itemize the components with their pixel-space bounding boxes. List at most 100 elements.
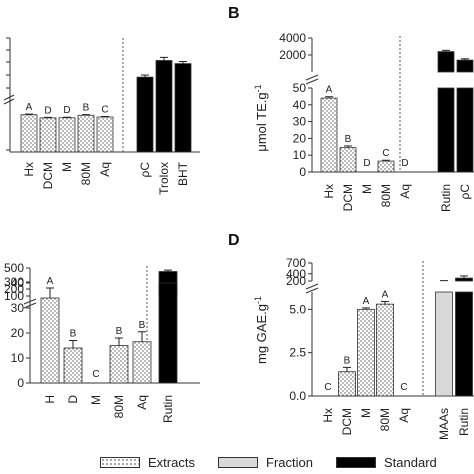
- panel-a-bar-Aq: [96, 116, 114, 153]
- panel-a-bar-Trolox: [155, 60, 173, 153]
- panel-a-x-label: ρC: [138, 162, 152, 178]
- panel-d-y-tick-label: 700: [286, 256, 306, 270]
- panel-b-y-tick-label: 50: [293, 81, 307, 95]
- panel-a-axis-break: [3, 94, 15, 105]
- y-label-superscript: -1: [253, 296, 263, 304]
- legend-label-standard: Standard: [384, 454, 437, 470]
- panel-letter-b: B: [228, 5, 240, 22]
- panel-c-y-tick-label: 100: [4, 289, 24, 303]
- panel-c-sig-letter: B: [70, 329, 77, 340]
- panel-b-x-label: 80M: [379, 184, 393, 207]
- panel-d-sig-letter: B: [344, 355, 351, 366]
- panel-a-x-label: Hx: [22, 162, 36, 177]
- panel-c-x-label: 80M: [112, 395, 126, 418]
- panel-b-y-tick-label: 0: [299, 165, 306, 179]
- panel-a-x-label: 80M: [79, 162, 93, 185]
- panel-a-sig-letter: C: [101, 105, 108, 116]
- legend-swatch-fraction: [218, 456, 258, 468]
- panel-c-axis-break: [23, 298, 37, 309]
- legend-label-fraction: Fraction: [266, 454, 313, 470]
- panel-c-sig-letter: A: [47, 276, 54, 287]
- panel-c-bar-80M: [109, 345, 129, 384]
- panel-d-y-label: mg GAE.g-1: [253, 296, 269, 364]
- panel-b-x-label: DCM: [341, 184, 355, 211]
- panel-d-bar-80M: [376, 303, 394, 397]
- panel-d-sig-letter: A: [363, 296, 370, 307]
- panel-c-y-tick-label: 0: [17, 376, 24, 390]
- panel-b-bar-DCM: [339, 147, 357, 173]
- panel-a-bar-Hx: [20, 114, 38, 153]
- panel-a-sig-letter: D: [63, 105, 70, 116]
- panel-letter-d: D: [228, 232, 240, 249]
- panel-b-bar-Hx: [320, 97, 338, 173]
- panel-a-x-label: Aq: [98, 162, 112, 177]
- panel-c-y-tick-label: 30: [11, 301, 25, 315]
- panel-b-sig-letter: C: [382, 148, 389, 159]
- panel-b-bar-ρC-upper: [456, 59, 474, 73]
- panel-d-y-tick-label: 0.0: [289, 389, 306, 403]
- panel-c-y-tick-label: 500: [4, 261, 24, 275]
- panel-b-x-label: Aq: [398, 184, 412, 199]
- panel-b-y-tick-label: 10: [293, 148, 307, 162]
- panel-b-bar-80M: [377, 160, 395, 173]
- panel-a-sig-letter: D: [44, 105, 51, 116]
- panel-a-bar-80M: [77, 114, 95, 153]
- panel-d-x-label: Hx: [321, 408, 335, 423]
- panel-c-y-tick-label: 20: [11, 326, 25, 340]
- panel-c-x-label: H: [43, 395, 57, 404]
- panel-b-y-tick-label: 40: [293, 98, 307, 112]
- panel-b: 50 40 30 20 10 0 4000 2000 A Hx B DCM D M C 80M D Aq Rutin…: [253, 31, 474, 212]
- panel-a-x-label: BHT: [176, 161, 190, 186]
- panel-b-bar-ρC-lower: [456, 87, 474, 173]
- panel-b-bar-Rutin-lower: [437, 87, 455, 173]
- panel-a-sig-letter: B: [83, 103, 90, 114]
- panel-a-x-label: DCM: [41, 162, 55, 189]
- panel-c-x-label: M: [89, 395, 103, 405]
- panel-b-sig-letter: A: [326, 85, 333, 96]
- panel-c-x-label: Rutin: [161, 395, 175, 423]
- panel-c-sig-letter: B: [139, 320, 146, 331]
- panel-a-x-label: Trolox: [157, 162, 171, 195]
- panel-d-bar-M: [357, 308, 375, 397]
- panel-d-x-label: DCM: [340, 408, 354, 435]
- panel-d-x-label: Aq: [397, 408, 411, 423]
- panel-a-x-label: M: [60, 162, 74, 172]
- legend-item-standard: Standard: [336, 454, 437, 470]
- legend-item-extracts: Extracts: [100, 455, 195, 470]
- panel-d-sig-letter: C: [400, 382, 407, 393]
- panel-d-bar-MAAs-lower: [435, 291, 453, 397]
- legend-swatch-standard: [336, 456, 376, 468]
- panel-d-y-tick-label: 200: [286, 274, 306, 288]
- panel-d-bar-DCM: [338, 371, 356, 397]
- panel-c-bar-H: [40, 297, 60, 384]
- panel-c-sig-letter: B: [116, 326, 123, 337]
- legend-item-fraction: Fraction: [218, 454, 313, 470]
- panel-b-y-tick-label: 2000: [279, 48, 306, 62]
- panel-b-x-label: M: [360, 184, 374, 194]
- panel-d-y-tick-label: 400: [286, 267, 306, 281]
- panel-d-y-tick-label: 5.0: [289, 302, 306, 316]
- panel-b-y-tick-label: 30: [293, 115, 307, 129]
- legend: Extracts Fraction Standard: [0, 452, 474, 472]
- panel-c-x-label: Aq: [135, 395, 149, 410]
- panel-d-x-label: MAAs: [437, 408, 451, 440]
- panel-d-y-tick-label: 2.5: [289, 346, 306, 360]
- panel-b-y-label: μmol TE.g-1: [253, 84, 269, 151]
- panel-b-y-tick-label: 20: [293, 131, 307, 145]
- panel-d-bar-Rutin-lower: [455, 291, 473, 397]
- panel-c-y-tick-label: 40: [11, 276, 25, 290]
- panel-a-sig-letter: A: [26, 102, 33, 113]
- panel-c-y-tick-label: 200: [4, 282, 24, 296]
- panel-c-y-tick-label: 300: [4, 275, 24, 289]
- panel-b-x-label: Rutin: [439, 184, 453, 212]
- panel-c-x-label: D: [66, 395, 80, 404]
- panel-b-y-tick-label: 4000: [279, 31, 306, 45]
- panel-a-bar-BHT: [174, 63, 192, 153]
- panel-c-bar-D: [63, 347, 83, 384]
- panel-c-bar-Aq: [132, 341, 152, 384]
- panel-b-bar-Rutin-upper: [437, 51, 455, 73]
- panel-d-x-label: 80M: [378, 408, 392, 431]
